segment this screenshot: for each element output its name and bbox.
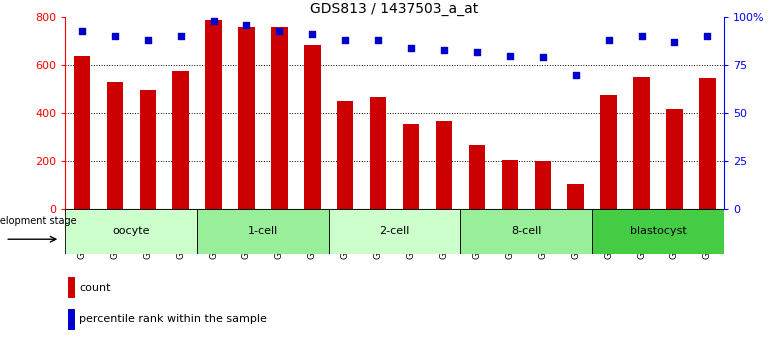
- Title: GDS813 / 1437503_a_at: GDS813 / 1437503_a_at: [310, 2, 479, 16]
- Point: [537, 55, 549, 60]
- Bar: [106, 82, 123, 209]
- Bar: [699, 78, 715, 209]
- Bar: [65, 209, 197, 254]
- Bar: [68, 277, 75, 298]
- Point: [207, 18, 219, 24]
- Bar: [601, 95, 617, 209]
- Bar: [329, 209, 460, 254]
- Text: percentile rank within the sample: percentile rank within the sample: [79, 315, 266, 324]
- Point: [405, 45, 417, 51]
- Bar: [74, 56, 90, 209]
- Text: count: count: [79, 283, 110, 293]
- Bar: [304, 45, 320, 209]
- Bar: [68, 309, 75, 330]
- Point: [175, 34, 187, 39]
- Bar: [172, 71, 189, 209]
- Bar: [206, 20, 222, 209]
- Point: [240, 22, 253, 28]
- Point: [142, 38, 154, 43]
- Point: [372, 38, 384, 43]
- Bar: [633, 77, 650, 209]
- Bar: [501, 160, 518, 209]
- Text: 2-cell: 2-cell: [380, 226, 410, 236]
- Bar: [469, 145, 485, 209]
- Point: [339, 38, 351, 43]
- Bar: [534, 161, 551, 209]
- Point: [701, 34, 714, 39]
- Point: [470, 49, 483, 55]
- Bar: [337, 101, 353, 209]
- Bar: [238, 27, 255, 209]
- Bar: [567, 184, 584, 209]
- Text: 1-cell: 1-cell: [248, 226, 278, 236]
- Point: [635, 34, 648, 39]
- Point: [570, 72, 582, 78]
- Bar: [403, 124, 420, 209]
- Bar: [460, 209, 592, 254]
- Point: [668, 39, 681, 45]
- Bar: [436, 121, 452, 209]
- Bar: [271, 27, 288, 209]
- Text: oocyte: oocyte: [112, 226, 150, 236]
- Point: [602, 38, 614, 43]
- Text: blastocyst: blastocyst: [630, 226, 686, 236]
- Bar: [666, 109, 683, 209]
- Text: 8-cell: 8-cell: [511, 226, 541, 236]
- Point: [75, 28, 88, 33]
- Bar: [197, 209, 329, 254]
- Bar: [370, 97, 387, 209]
- Point: [438, 47, 450, 52]
- Point: [273, 28, 286, 33]
- Bar: [592, 209, 724, 254]
- Point: [109, 34, 121, 39]
- Bar: [139, 90, 156, 209]
- Text: development stage: development stage: [0, 216, 77, 226]
- Point: [306, 32, 319, 37]
- Point: [504, 53, 516, 58]
